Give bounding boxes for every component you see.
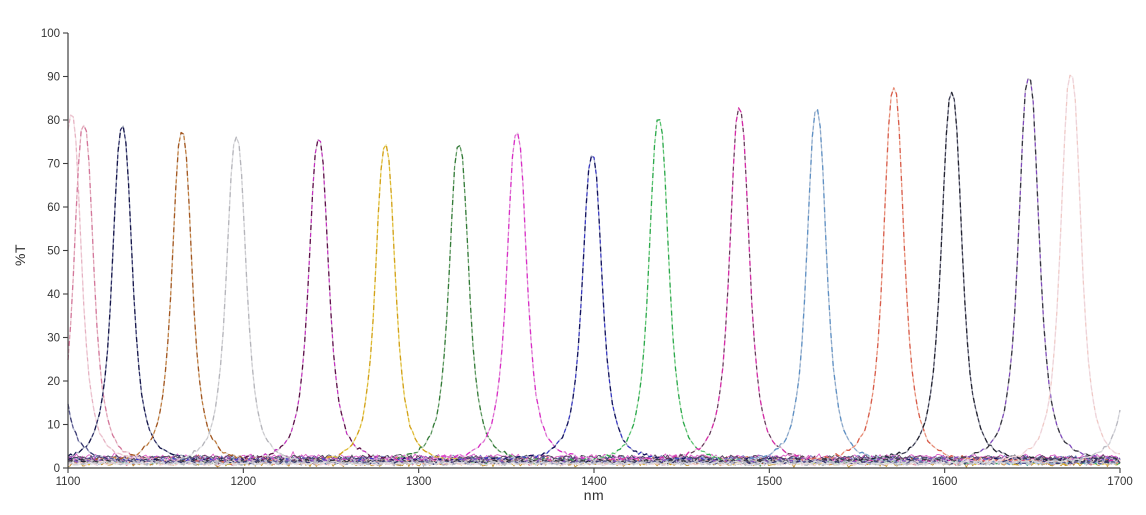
filter-edge-right-dash — [67, 409, 1121, 467]
y-tick-label-0: 0 — [54, 463, 60, 475]
filter-1356-body — [67, 132, 1121, 464]
filter-1281-dash-alt — [67, 144, 1121, 466]
y-axis-title: %T — [12, 244, 28, 266]
x-tick-label-1300: 1300 — [406, 476, 432, 488]
x-tick-label-1200: 1200 — [231, 476, 257, 488]
filter-1196-dash-alt — [67, 136, 1121, 467]
filter-1672-dash-alt — [67, 74, 1121, 467]
filter-1196-dash — [67, 136, 1121, 467]
filter-1243-dash-alt — [68, 139, 1121, 464]
y-tick-label-20: 20 — [47, 376, 60, 388]
filter-1165-body — [67, 131, 1121, 466]
y-tick-label-100: 100 — [41, 28, 60, 40]
filter-1399-body — [67, 155, 1121, 463]
filter-1356-dash — [67, 132, 1121, 464]
y-tick-label-30: 30 — [47, 333, 60, 345]
filter-1323-dash-alt — [67, 144, 1121, 465]
filter-1281-dash — [67, 144, 1121, 466]
y-tick-label-90: 90 — [47, 72, 60, 84]
x-tick-label-1100: 1100 — [56, 476, 81, 488]
filter-1196-body — [67, 136, 1121, 467]
filter-1399-dash — [67, 155, 1121, 463]
x-tick-label-1700: 1700 — [1107, 476, 1133, 488]
x-axis-title: nm — [583, 487, 605, 503]
filter-1356-dash-alt — [67, 132, 1121, 464]
y-tick-label-60: 60 — [47, 202, 60, 214]
filter-1323-dash — [67, 144, 1121, 465]
y-tick-label-70: 70 — [47, 159, 60, 171]
filter-1281-body — [67, 144, 1121, 466]
filter-1399-dash-alt — [67, 155, 1121, 463]
filter-1165-dash-alt — [67, 131, 1121, 466]
filter-1243-body — [68, 139, 1121, 464]
y-tick-label-40: 40 — [47, 289, 60, 301]
y-tick-label-10: 10 — [47, 420, 60, 432]
y-tick-label-50: 50 — [47, 246, 60, 258]
filter-1648-dash-alt — [67, 78, 1121, 464]
filter-1243-dash — [68, 139, 1121, 464]
x-tick-label-1500: 1500 — [757, 476, 783, 488]
filter-1165-dash — [67, 131, 1121, 466]
filter-edge-left-dash — [67, 403, 1121, 466]
filter-1323-body — [67, 144, 1121, 465]
x-tick-label-1400: 1400 — [581, 476, 607, 488]
x-tick-label-1600: 1600 — [932, 476, 958, 488]
filter-edge-left-dash-alt — [67, 403, 1121, 466]
y-tick-label-80: 80 — [47, 115, 60, 127]
filter-1437-dash — [67, 119, 1121, 466]
